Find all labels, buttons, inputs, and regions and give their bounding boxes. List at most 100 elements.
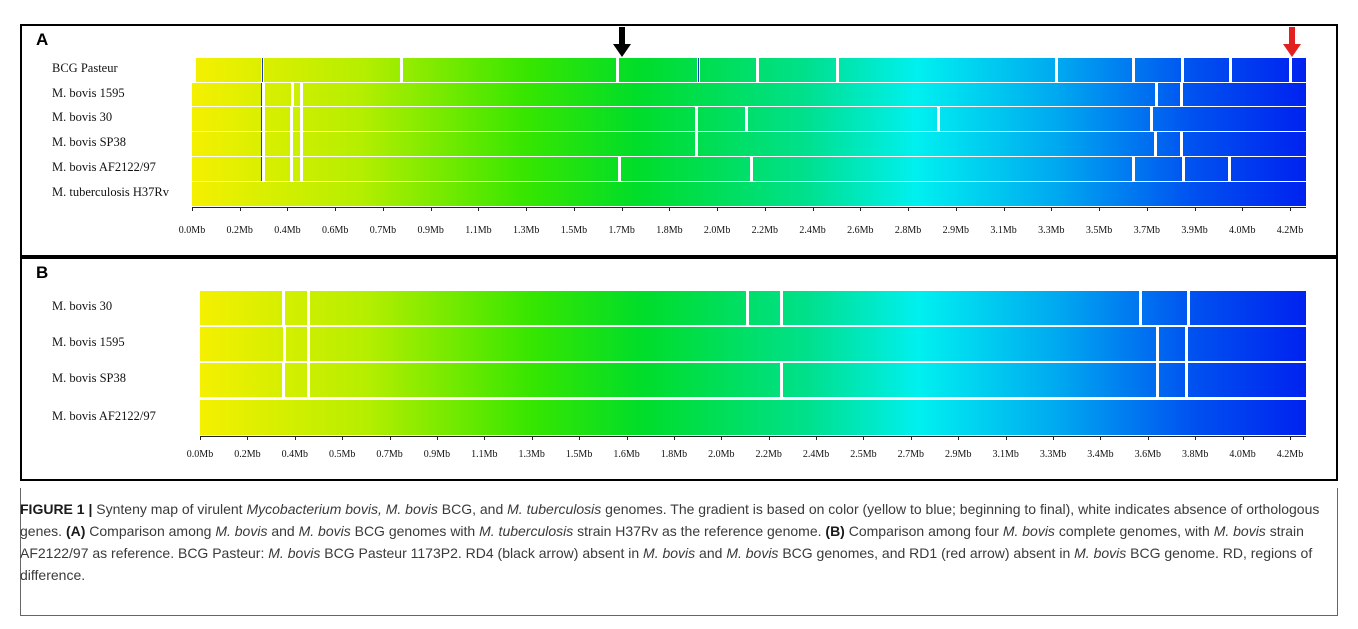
absence-gap: [1055, 58, 1058, 82]
tick-label: 2.0Mb: [703, 225, 731, 236]
figure-caption: FIGURE 1 | Synteny map of virulent Mycob…: [20, 498, 1338, 586]
tick-label: 3.9Mb: [1181, 225, 1208, 236]
axis-line: [200, 436, 1306, 437]
tick-mark: [717, 207, 719, 211]
tick-label: 3.3Mb: [1038, 225, 1065, 236]
absence-gap: [780, 363, 783, 397]
absence-gap: [750, 157, 753, 181]
absence-gap: [300, 107, 303, 131]
tick-mark: [721, 436, 723, 440]
absence-gap: [1156, 327, 1159, 361]
tick-label: 0.4Mb: [274, 225, 301, 236]
absence-gap: [282, 291, 285, 325]
caption-text: BCG genomes with: [350, 523, 480, 539]
tick-label: 0.4Mb: [281, 449, 308, 460]
caption-text: Comparison among four: [844, 523, 1003, 539]
tick-label: 3.6Mb: [1134, 449, 1162, 460]
tick-mark: [1242, 436, 1244, 440]
tick-mark: [342, 436, 344, 440]
absence-gap: [307, 363, 310, 397]
caption-italic: M. bovis: [215, 523, 268, 539]
tick-mark: [579, 436, 581, 440]
absence-gap: [290, 132, 293, 156]
inversion-line: [262, 58, 263, 82]
tick-mark: [816, 436, 818, 440]
tick-mark: [908, 207, 910, 211]
tick-mark: [1099, 207, 1101, 211]
tick-mark: [484, 436, 486, 440]
tick-label: 1.3Mb: [518, 449, 545, 460]
tick-label: 0.7Mb: [369, 225, 397, 236]
absence-gap: [290, 157, 293, 181]
caption-text: and: [267, 523, 299, 539]
inversion-line: [261, 83, 262, 106]
tick-mark: [294, 436, 296, 440]
inversion-line: [261, 157, 262, 181]
synteny-track: [196, 58, 1306, 82]
tick-mark: [200, 436, 201, 440]
tick-label: 2.7Mb: [897, 449, 925, 460]
absence-gap: [937, 107, 940, 131]
tick-label: 2.5Mb: [850, 449, 877, 460]
caption-text: Comparison among: [85, 523, 216, 539]
track-label: M. bovis 30: [52, 299, 113, 313]
caption-italic: M. bovis: [1213, 523, 1266, 539]
tick-label: 0.5Mb: [328, 449, 356, 460]
caption-frame: [20, 488, 1338, 616]
absence-gap: [695, 107, 698, 131]
tick-mark: [239, 207, 241, 211]
tick-label: 3.5Mb: [1085, 225, 1113, 236]
absence-gap: [1289, 58, 1292, 82]
caption-text: genomes. The gradient is based on color …: [20, 501, 1320, 539]
tick-label: 1.7Mb: [608, 225, 635, 236]
track-label: M. bovis 30: [52, 110, 113, 124]
inversion-line: [261, 132, 262, 156]
caption-italic: Mycobacterium bovis, M. bovis: [246, 501, 438, 517]
absence-gap: [400, 58, 403, 82]
tick-label: 3.4Mb: [1087, 449, 1114, 460]
tick-label: 3.1Mb: [992, 449, 1019, 460]
absence-gap: [1185, 363, 1188, 397]
absence-gap: [262, 83, 265, 106]
tick-label: 0.7Mb: [376, 449, 403, 460]
tick-label: 2.9Mb: [945, 449, 972, 460]
absence-gap: [1156, 363, 1159, 397]
tick-mark: [1195, 436, 1197, 440]
absence-gap: [262, 132, 265, 156]
tick-mark: [478, 207, 480, 211]
tick-mark: [1194, 207, 1196, 211]
caption-italic: M. tuberculosis: [479, 523, 574, 539]
tick-mark: [673, 436, 675, 440]
tick-label: 1.6Mb: [613, 449, 640, 460]
caption-text: BCG genomes, and RD1 (red arrow) absent …: [778, 545, 1075, 561]
caption-italic: M. tuberculosis: [507, 501, 602, 517]
absence-gap: [300, 83, 303, 106]
synteny-track: [200, 363, 1306, 397]
caption-text: Synteny map of virulent: [92, 501, 247, 517]
tick-label: 2.4Mb: [799, 225, 826, 236]
synteny-track: [192, 132, 1306, 156]
caption-italic: M. bovis: [298, 523, 351, 539]
absence-gap: [745, 107, 748, 131]
tick-mark: [1146, 207, 1148, 211]
caption-a-label: (A): [65, 523, 86, 539]
tick-mark: [335, 207, 337, 211]
tick-mark: [531, 436, 533, 440]
absence-gap: [1185, 327, 1188, 361]
tick-mark: [621, 207, 623, 211]
absence-gap: [780, 291, 783, 325]
tick-mark: [863, 436, 865, 440]
synteny-track: [200, 291, 1306, 325]
synteny-track: [200, 400, 1306, 435]
absence-gap: [300, 157, 303, 181]
track-label: M. bovis SP38: [52, 135, 126, 149]
tick-label: 0.0Mb: [186, 449, 214, 460]
tick-label: 1.1Mb: [465, 225, 492, 236]
caption-text: BCG genome. RD, regions of difference.: [20, 545, 1313, 583]
tick-mark: [669, 207, 671, 211]
absence-gap: [756, 58, 759, 82]
track-label: BCG Pasteur: [52, 61, 118, 75]
caption-text: strain H37Rv as the reference genome.: [573, 523, 826, 539]
tick-label: 2.2Mb: [755, 449, 782, 460]
tick-label: 4.0Mb: [1229, 225, 1256, 236]
